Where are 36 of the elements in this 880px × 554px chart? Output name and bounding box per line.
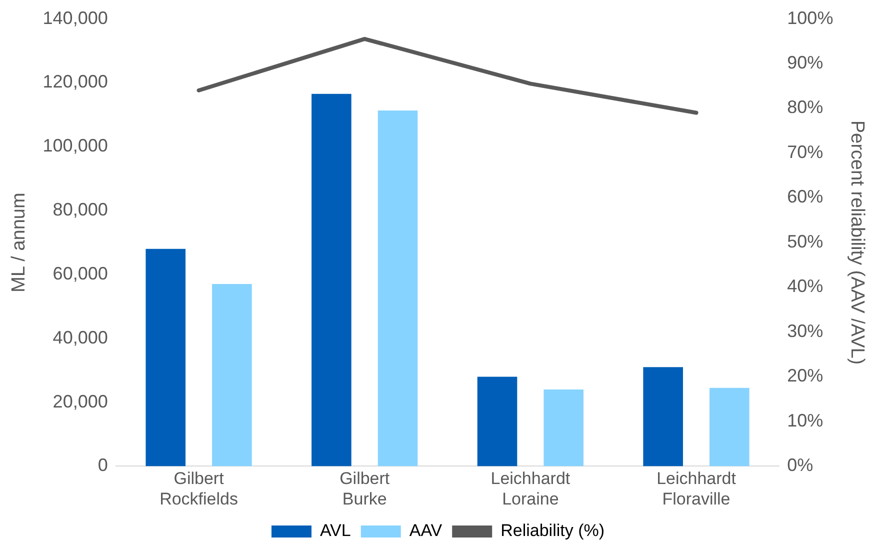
y2-tick-label: 60%	[787, 186, 824, 207]
legend-label: AVL	[320, 521, 351, 540]
y2-tick-label: 90%	[787, 52, 824, 73]
bar	[477, 376, 518, 466]
y-tick-label: 120,000	[42, 72, 108, 92]
y2-tick-label: 0%	[787, 455, 814, 476]
y2-tick-label: 40%	[787, 276, 824, 296]
y2-tick-label: 10%	[787, 410, 824, 430]
bar	[212, 284, 252, 466]
bar	[378, 110, 418, 466]
x-tick-label: Leichhardt Loraine	[490, 469, 570, 508]
y2-tick-label: 80%	[787, 97, 824, 118]
x-tick-label: Leichhardt Floraville	[656, 469, 736, 508]
y-tick-label: 100,000	[42, 136, 108, 156]
y2-tick-label: 20%	[787, 366, 824, 386]
y-tick-label: 140,000	[42, 8, 108, 28]
legend-label: AAV	[409, 521, 443, 540]
y2-tick-label: 70%	[787, 142, 824, 162]
y-tick-label: 0	[98, 455, 108, 476]
y-tick-label: 20,000	[52, 391, 108, 412]
bar	[146, 248, 186, 466]
bar	[710, 388, 750, 466]
x-tick-label: Gilbert Rockfields	[160, 469, 238, 508]
x-tick-label: Gilbert Burke	[340, 469, 390, 508]
y-tick-label: 40,000	[52, 327, 108, 348]
y-tick-label: 60,000	[52, 263, 108, 284]
y2-tick-label: 50%	[787, 231, 824, 252]
y-axis-title: ML / annum	[8, 192, 30, 292]
y2-axis-title: Percent reliability (AAV /AVL)	[846, 120, 868, 365]
legend-label: Reliability (%)	[500, 521, 605, 540]
y2-tick-label: 100%	[787, 8, 834, 28]
bar	[643, 367, 683, 466]
y2-tick-label: 30%	[787, 320, 824, 341]
bar	[312, 94, 352, 466]
y-tick-label: 80,000	[52, 200, 108, 220]
bar	[544, 390, 584, 466]
